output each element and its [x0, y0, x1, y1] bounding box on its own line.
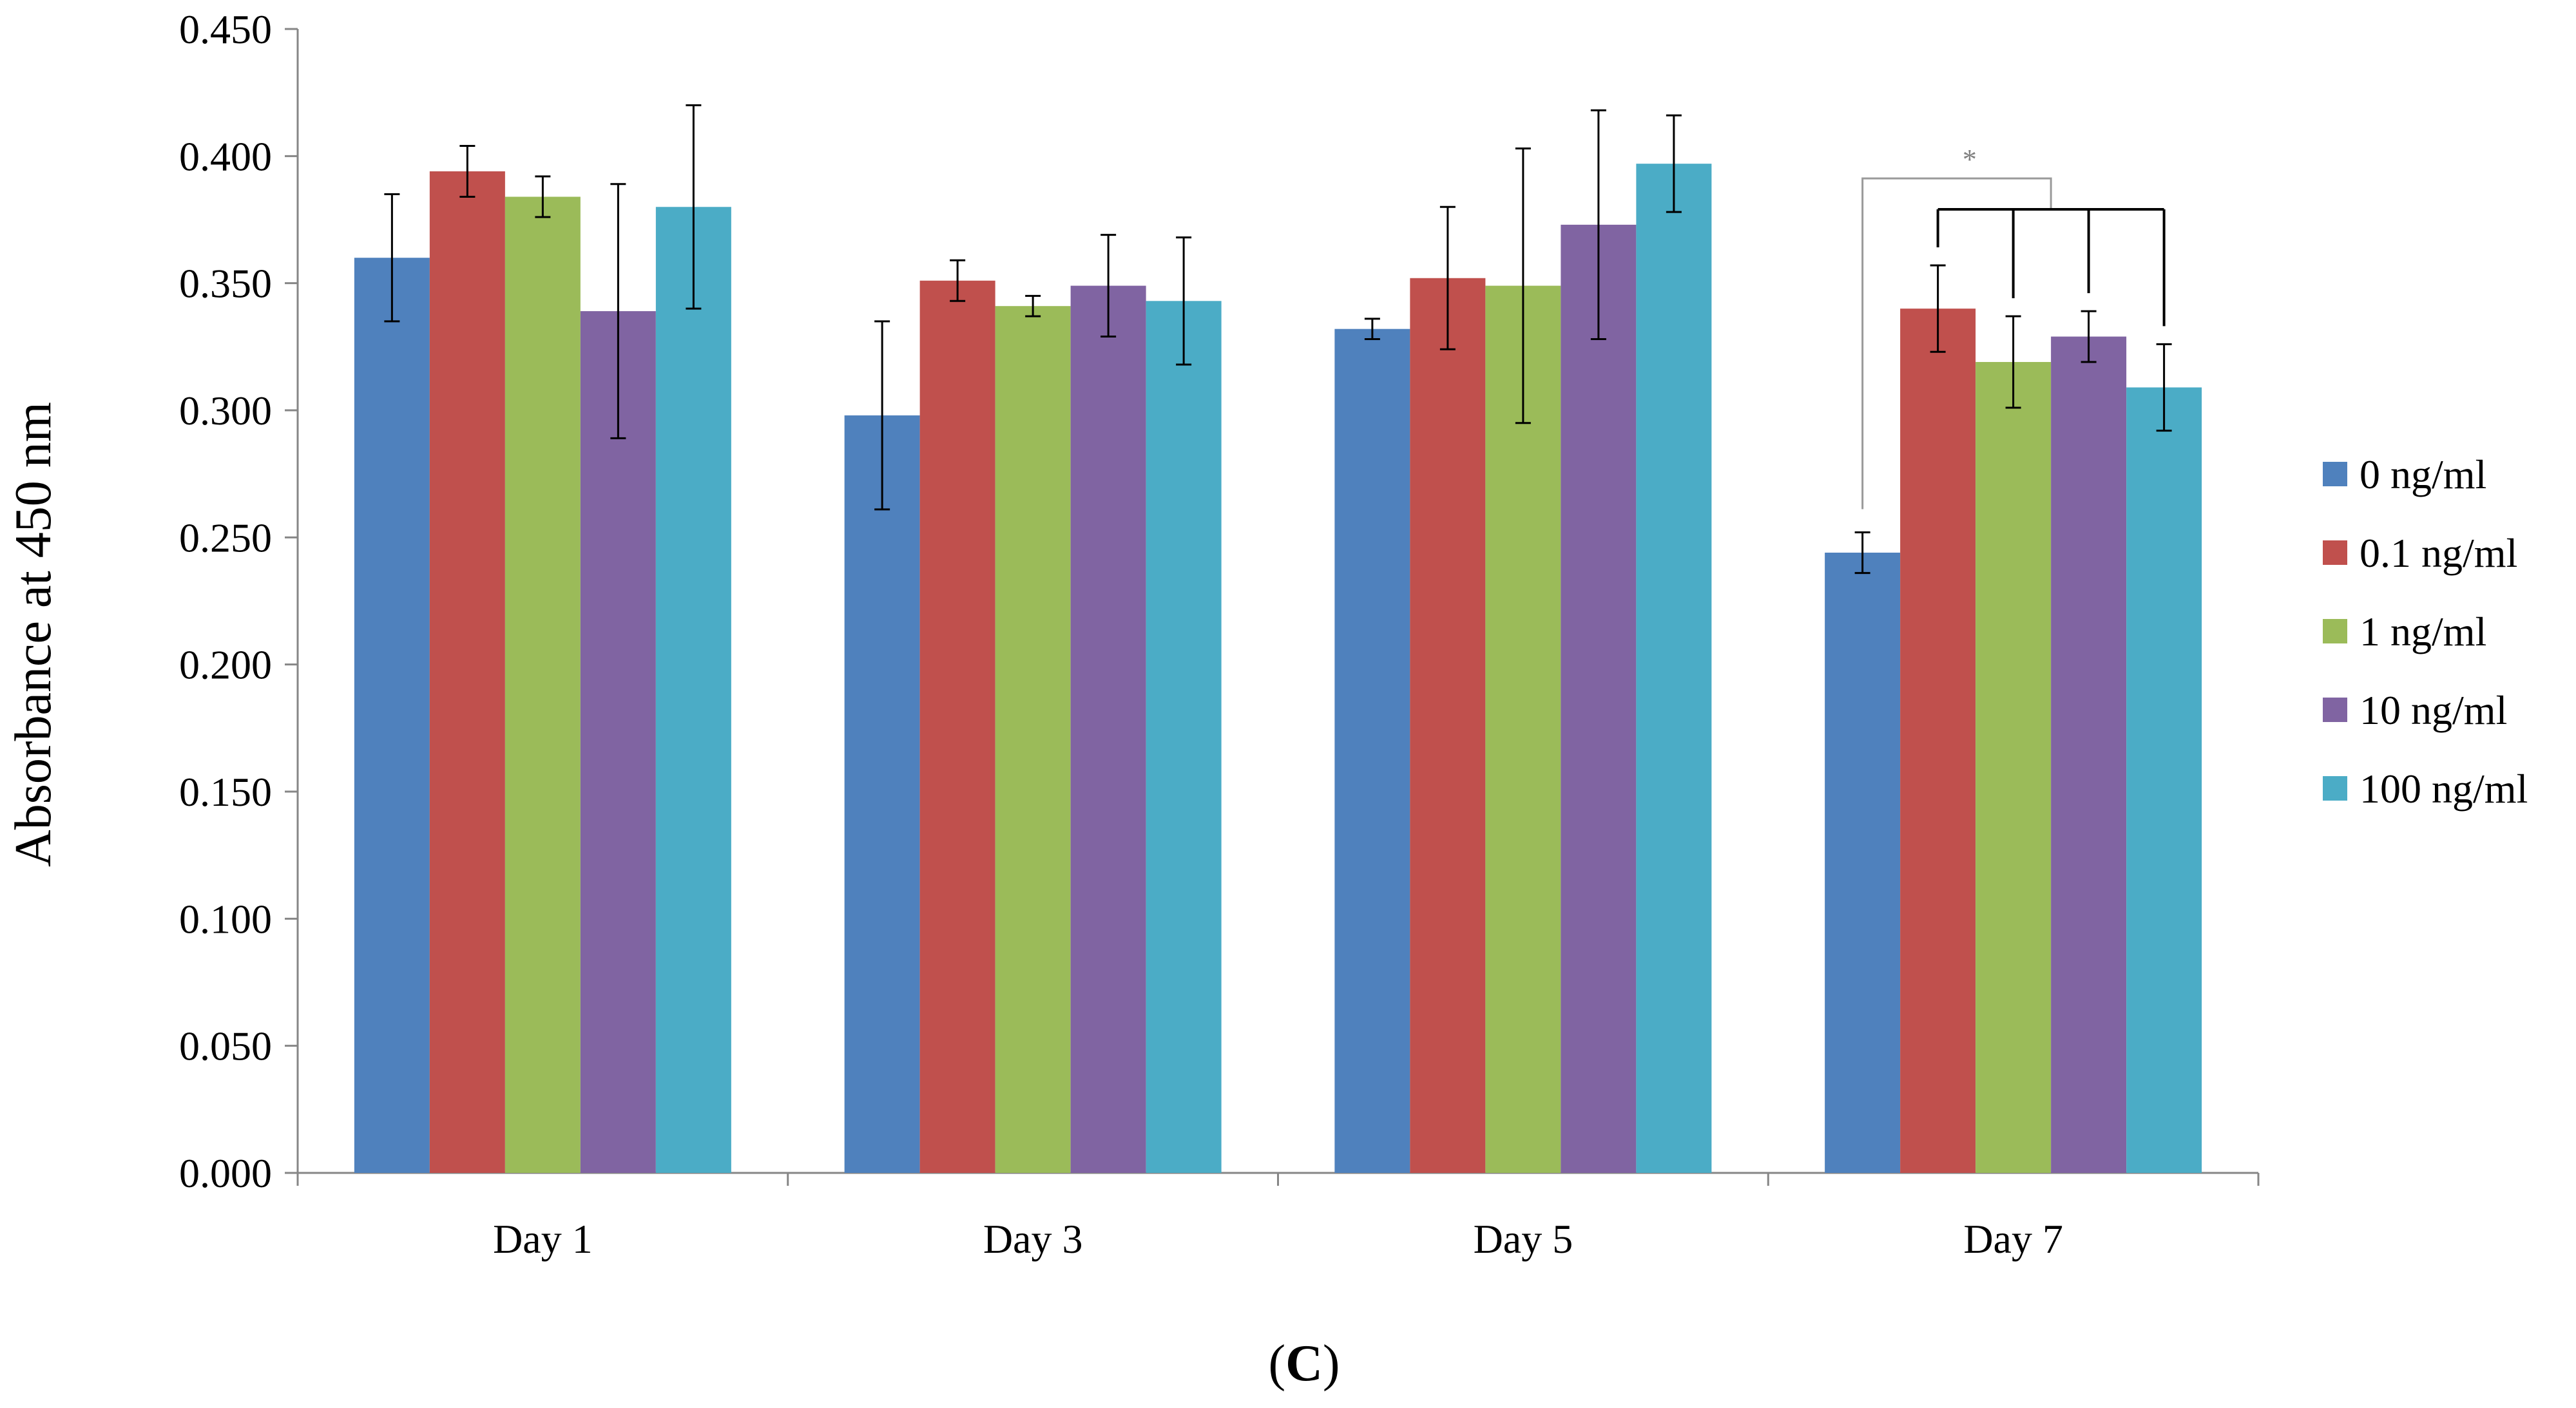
bar [1975, 362, 2052, 1173]
y-tick-label: 0.050 [179, 1023, 272, 1069]
legend-label: 10 ng/ml [2360, 687, 2507, 733]
bar [1561, 224, 1637, 1174]
bar [1334, 328, 1410, 1173]
bar [580, 311, 656, 1174]
y-tick-label: 0.300 [179, 388, 272, 433]
x-axis: Day 1 Day 3 Day 5 Day 7 [296, 1172, 2260, 1262]
bar [1485, 285, 1561, 1174]
legend-label: 1 ng/ml [2360, 609, 2486, 654]
legend-swatch [2323, 776, 2347, 801]
legend-label: 0 ng/ml [2360, 452, 2486, 497]
legend-swatch [2323, 619, 2347, 643]
bar [429, 171, 505, 1174]
y-tick-label: 0.450 [179, 6, 272, 52]
bar [1900, 309, 1976, 1174]
bar [1825, 553, 1901, 1173]
panel-label: (C) [1268, 1335, 1340, 1392]
panel-label-open: ( [1268, 1335, 1285, 1392]
significance-bracket-reference [1861, 177, 2052, 509]
legend-label: 0.1 ng/ml [2360, 530, 2517, 576]
y-tick-label: 0.150 [179, 769, 272, 815]
y-axis-label: Absorbance at 450 nm [5, 402, 62, 867]
significance-star: * [1963, 144, 1977, 175]
y-tick-label: 0.200 [179, 642, 272, 688]
bar [1410, 278, 1486, 1174]
y-tick-label: 0.000 [179, 1150, 272, 1196]
bar [354, 258, 430, 1174]
legend: 0 ng/ml 0.1 ng/ml 1 ng/ml 10 ng/ml 100 ng/ml [2323, 452, 2528, 812]
significance-bracket: * [1861, 144, 2166, 509]
y-tick-label: 0.100 [179, 896, 272, 942]
bar [1070, 285, 1146, 1174]
y-axis: 0.000 0.050 0.100 0.150 0.200 0.250 0.300 0.350… [179, 6, 299, 1196]
y-tick-label: 0.350 [179, 261, 272, 307]
x-tick-label: Day 1 [493, 1216, 593, 1262]
bar [2126, 387, 2202, 1173]
bar [505, 196, 581, 1174]
error-bars [384, 104, 2172, 575]
bar [1636, 164, 1712, 1173]
bar [919, 280, 995, 1174]
x-tick-label: Day 7 [1963, 1216, 2063, 1262]
y-tick-label: 0.250 [179, 515, 272, 560]
bar [655, 207, 731, 1174]
bar [2051, 336, 2127, 1174]
legend-swatch [2323, 698, 2347, 722]
x-tick-label: Day 3 [983, 1216, 1083, 1262]
bars [354, 164, 2202, 1174]
bar [844, 415, 920, 1173]
legend-label: 100 ng/ml [2360, 766, 2528, 812]
panel-label-close: ) [1323, 1335, 1340, 1392]
y-tick-label: 0.400 [179, 133, 272, 179]
legend-swatch [2323, 462, 2347, 486]
bar [1146, 301, 1222, 1173]
bar [995, 306, 1071, 1174]
legend-swatch [2323, 540, 2347, 565]
panel-label-letter: C [1285, 1335, 1323, 1392]
x-tick-label: Day 5 [1474, 1216, 1573, 1262]
